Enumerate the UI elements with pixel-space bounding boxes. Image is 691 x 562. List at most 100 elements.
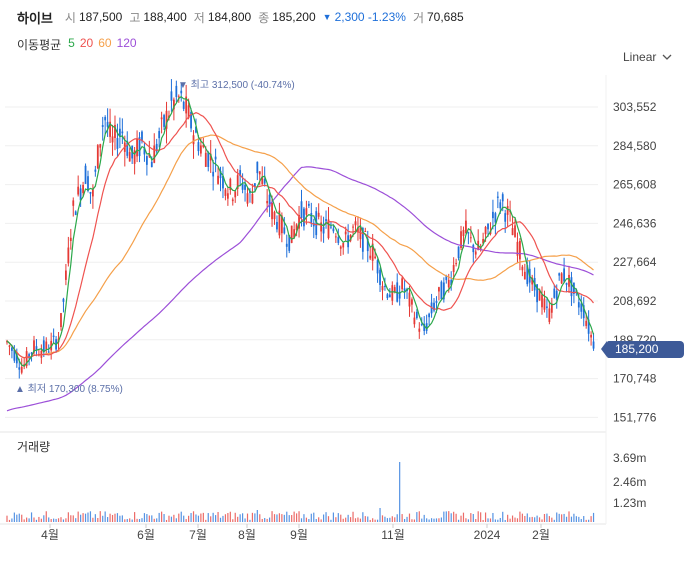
volume-bar bbox=[173, 514, 175, 522]
candle-body bbox=[401, 278, 404, 290]
volume-bar bbox=[158, 512, 160, 522]
candle-body bbox=[585, 320, 588, 326]
volume-bar bbox=[192, 511, 195, 522]
candle-body bbox=[558, 273, 561, 276]
volume-tick-label: 2.46m bbox=[613, 475, 646, 489]
volume-bar bbox=[53, 518, 55, 522]
volume-bar bbox=[399, 462, 401, 522]
volume-bar bbox=[104, 511, 106, 522]
volume-bar bbox=[180, 511, 182, 522]
volume-bar bbox=[45, 511, 47, 522]
volume-bar bbox=[26, 517, 28, 522]
candle-body bbox=[330, 226, 332, 228]
candle-body bbox=[121, 131, 124, 134]
volume-bar bbox=[396, 514, 398, 522]
volume-bar bbox=[529, 517, 531, 522]
volume-bar bbox=[546, 513, 548, 522]
scale-mode-dropdown[interactable]: Linear bbox=[623, 50, 672, 64]
volume-bar bbox=[13, 512, 15, 522]
volume-bar bbox=[487, 518, 489, 522]
candle-body bbox=[369, 255, 372, 259]
candle-body bbox=[136, 139, 138, 157]
volume-bar bbox=[511, 515, 514, 522]
volume-bar bbox=[124, 519, 126, 522]
volume-bar bbox=[107, 517, 109, 522]
candle-body bbox=[317, 212, 320, 217]
moving-average-legend[interactable]: 이동평균 5 20 60 120 bbox=[17, 36, 137, 53]
candle-body bbox=[398, 291, 401, 299]
candle-body bbox=[229, 178, 232, 190]
volume-bar bbox=[357, 517, 359, 522]
price-tick-label: 170,748 bbox=[613, 372, 657, 386]
volume-bar bbox=[578, 516, 580, 522]
candle-body bbox=[307, 203, 310, 206]
volume-bar bbox=[126, 519, 128, 522]
volume-bar bbox=[293, 511, 295, 522]
candle-body bbox=[352, 226, 354, 228]
candle-body bbox=[487, 223, 489, 230]
candle-body bbox=[565, 282, 568, 285]
volume-bar bbox=[170, 516, 173, 522]
volume-bar bbox=[426, 518, 428, 522]
volume-bar bbox=[138, 519, 141, 522]
volume-bar bbox=[40, 518, 42, 522]
volume-bar bbox=[531, 516, 533, 522]
candle-body bbox=[364, 230, 367, 232]
candle-body bbox=[150, 161, 153, 168]
volume-bar bbox=[156, 518, 158, 522]
volume-bar bbox=[242, 513, 244, 522]
volume-bar bbox=[448, 511, 450, 522]
ma20-line bbox=[6, 112, 594, 359]
volume-bar bbox=[283, 514, 285, 522]
volume-bar bbox=[67, 512, 69, 522]
down-arrow-icon: ▼ bbox=[322, 12, 332, 22]
volume-bar bbox=[516, 518, 519, 522]
volume-bar bbox=[185, 519, 187, 522]
candlesticks bbox=[6, 79, 595, 379]
candle-body bbox=[111, 136, 114, 143]
volume-bar bbox=[65, 518, 67, 522]
candle-body bbox=[33, 340, 35, 353]
candle-body bbox=[118, 128, 121, 137]
volume-bar bbox=[502, 511, 504, 522]
candle-body bbox=[516, 241, 519, 256]
candle-body bbox=[568, 274, 570, 287]
candle-body bbox=[204, 152, 207, 167]
candle-body bbox=[349, 234, 352, 241]
volume-bar bbox=[143, 513, 146, 522]
candle-body bbox=[82, 184, 84, 193]
candle-body bbox=[492, 211, 494, 219]
volume-bar bbox=[244, 518, 246, 522]
candle-body bbox=[403, 288, 406, 291]
candle-body bbox=[145, 156, 148, 165]
volume-bar bbox=[583, 516, 585, 522]
volume-bar bbox=[153, 518, 155, 522]
volume-bar bbox=[561, 514, 563, 522]
candle-body bbox=[104, 117, 107, 121]
candle-body bbox=[8, 345, 11, 347]
volume-bar bbox=[84, 513, 87, 522]
candle-body bbox=[440, 281, 443, 300]
volume-value: 70,685 bbox=[427, 10, 464, 24]
candle-body bbox=[391, 285, 394, 301]
volume-bar bbox=[131, 519, 133, 522]
volume-bar bbox=[526, 513, 528, 522]
candle-body bbox=[580, 303, 583, 312]
volume-bar bbox=[345, 517, 347, 522]
volume-tick-label: 3.69m bbox=[613, 451, 646, 465]
close-label: 종 bbox=[258, 10, 270, 25]
volume-bar bbox=[494, 519, 496, 522]
candle-body bbox=[28, 354, 30, 359]
candle-body bbox=[305, 208, 308, 215]
candle-body bbox=[87, 176, 89, 191]
candle-body bbox=[359, 227, 362, 240]
volume-bar bbox=[480, 512, 482, 522]
price-tick-label: 284,580 bbox=[613, 139, 657, 153]
volume-bar bbox=[359, 518, 361, 522]
volume-bar bbox=[590, 516, 592, 522]
chevron-down-icon bbox=[662, 54, 672, 60]
candle-body bbox=[482, 239, 485, 244]
candle-body bbox=[337, 237, 340, 243]
candle-body bbox=[187, 105, 190, 119]
